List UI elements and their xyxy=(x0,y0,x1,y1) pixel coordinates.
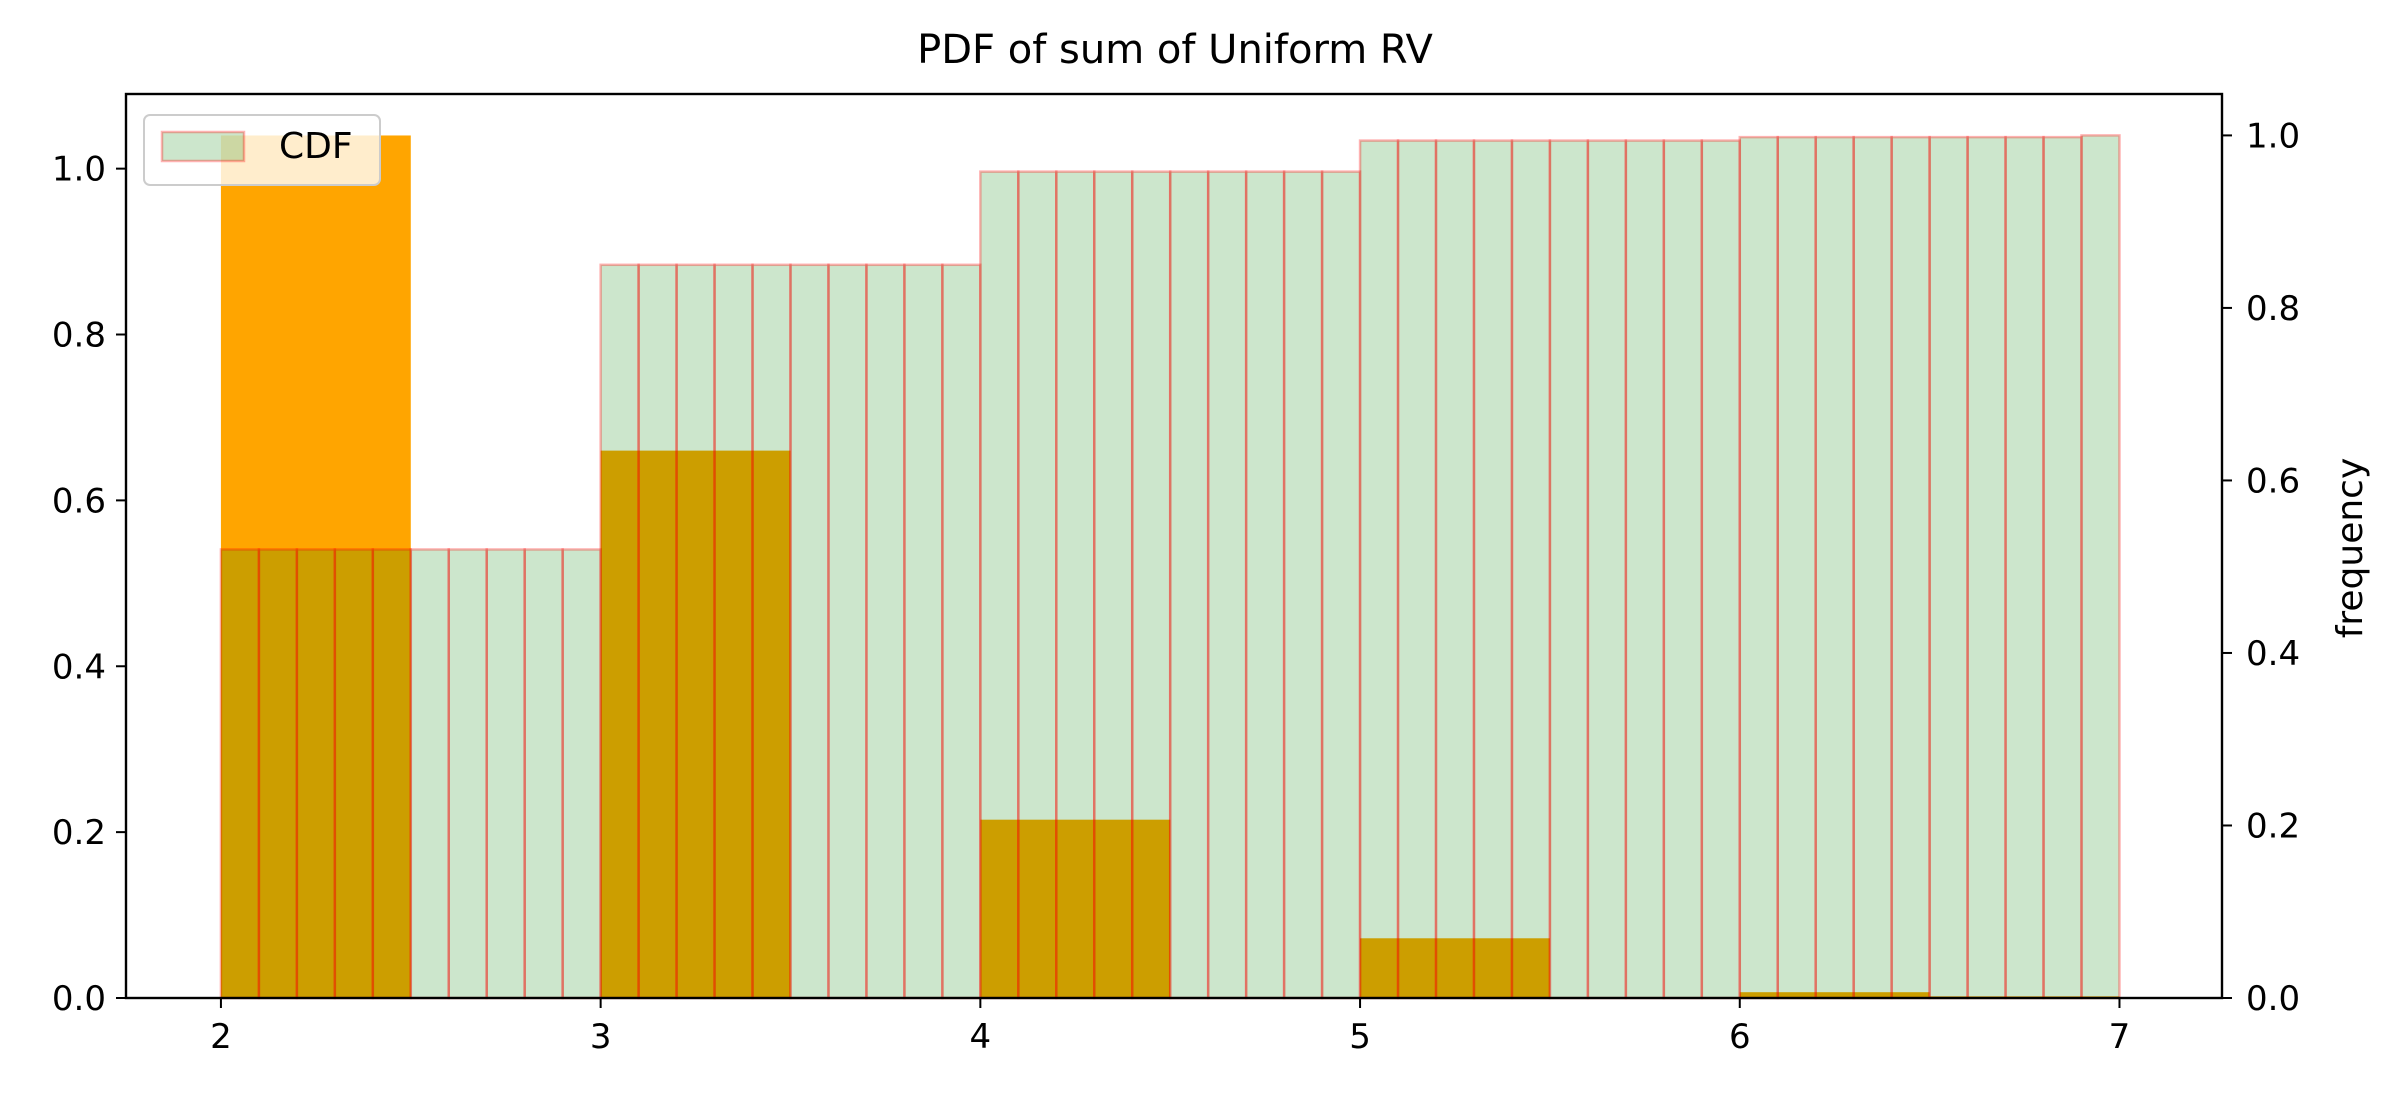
cdf-bar xyxy=(561,548,602,1000)
pdf-bar xyxy=(600,450,791,998)
cdf-bar xyxy=(1700,139,1742,1000)
right-y-tick-label: 0.6 xyxy=(2246,461,2300,501)
pdf-bar xyxy=(980,819,1171,998)
left-y-axis-ticks: 0.0 0.2 0.4 0.6 0.8 1.0 xyxy=(52,150,126,1019)
right-y-tick-label: 0.8 xyxy=(2246,289,2300,329)
right-y-tick-label: 0.2 xyxy=(2246,806,2300,846)
cdf-bar xyxy=(219,548,261,1000)
x-tick-label: 6 xyxy=(1729,1017,1751,1057)
cdf-bar xyxy=(637,263,678,1000)
x-tick-label: 5 xyxy=(1349,1017,1371,1057)
cdf-bar xyxy=(257,548,299,1000)
cdf-bar xyxy=(1358,139,1400,1000)
cdf-bar xyxy=(1852,135,1893,1000)
plot-frame xyxy=(124,92,2224,1000)
cdf-bar xyxy=(1776,135,1817,1000)
cdf-bar xyxy=(979,170,1020,1000)
right-y-tick-label: 1.0 xyxy=(2246,116,2300,156)
cdf-bar xyxy=(1624,139,1666,1000)
left-y-tick-label: 1.0 xyxy=(52,150,106,190)
left-y-tick-label: 0.8 xyxy=(52,316,106,356)
cdf-bar xyxy=(295,548,337,1000)
cdf-bar xyxy=(447,548,488,1000)
cdf-bar xyxy=(1890,135,1931,1000)
pdf-bar xyxy=(1360,938,1550,998)
cdf-bar xyxy=(1093,170,1134,1000)
cdf-bar xyxy=(1396,139,1438,1000)
x-tick-label: 7 xyxy=(2109,1017,2131,1057)
cdf-bar xyxy=(827,263,868,1000)
cdf-bar xyxy=(1548,139,1590,1000)
cdf-bar xyxy=(1966,135,2007,1000)
cdf-bar xyxy=(903,263,944,1000)
cdf-bar xyxy=(1130,170,1172,1000)
cdf-bar xyxy=(2004,135,2045,1000)
cdf-bar xyxy=(485,548,526,1000)
legend: CDF xyxy=(143,114,381,186)
legend-label-cdf: CDF xyxy=(279,126,353,167)
left-y-tick-label: 0.4 xyxy=(52,647,106,687)
cdf-bar xyxy=(371,548,413,1000)
cdf-bars xyxy=(219,134,2121,1000)
pdf-bar xyxy=(1739,992,1930,998)
cdf-bar xyxy=(1738,135,1779,1000)
cdf-bar xyxy=(2042,135,2083,1000)
cdf-bar xyxy=(1814,135,1855,1000)
cdf-bar xyxy=(409,548,451,1000)
cdf-bar xyxy=(1586,139,1628,1000)
right-y-tick-label: 0.0 xyxy=(2246,979,2300,1019)
cdf-bar xyxy=(1662,139,1704,1000)
chart-title: PDF of sum of Uniform RV xyxy=(917,27,1433,73)
left-y-tick-label: 0.0 xyxy=(52,979,106,1019)
cdf-bar xyxy=(789,263,830,1000)
cdf-bar xyxy=(1472,139,1514,1000)
plot-border xyxy=(124,92,2224,1000)
right-y-tick-label: 0.4 xyxy=(2246,634,2300,674)
left-y-tick-label: 0.6 xyxy=(52,481,106,521)
cdf-bar xyxy=(1282,170,1324,1000)
right-y-axis-ticks: 0.0 0.2 0.4 0.6 0.8 1.0 xyxy=(2222,116,2300,1019)
cdf-bar xyxy=(713,263,754,1000)
right-y-axis-label: frequency xyxy=(2330,458,2371,639)
cdf-bar xyxy=(2080,134,2121,1000)
legend-swatch-cdf xyxy=(160,130,246,163)
x-tick-label: 4 xyxy=(970,1017,992,1057)
cdf-bar xyxy=(1206,170,1248,1000)
cdf-bar xyxy=(1434,139,1476,1000)
cdf-bar xyxy=(1017,170,1058,1000)
cdf-bar xyxy=(751,263,792,1000)
cdf-bar xyxy=(1928,135,1969,1000)
legend-box xyxy=(143,114,381,186)
cdf-bar xyxy=(865,263,906,1000)
cdf-bar xyxy=(1244,170,1286,1000)
cdf-bar xyxy=(941,263,982,1000)
cdf-bar xyxy=(1168,170,1210,1000)
pdf-bar xyxy=(220,135,411,998)
cdf-bar xyxy=(1510,139,1552,1000)
cdf-bar xyxy=(599,263,640,1000)
x-tick-label: 3 xyxy=(590,1017,612,1057)
cdf-bar xyxy=(523,548,564,1000)
cdf-bar xyxy=(675,263,716,1000)
x-tick-label: 2 xyxy=(210,1017,232,1057)
cdf-bar xyxy=(1055,170,1096,1000)
cdf-bar xyxy=(333,548,375,1000)
cdf-bar xyxy=(1320,170,1362,1000)
left-y-tick-label: 0.2 xyxy=(52,813,106,853)
x-axis-ticks: 2 3 4 5 6 7 xyxy=(210,998,2130,1057)
